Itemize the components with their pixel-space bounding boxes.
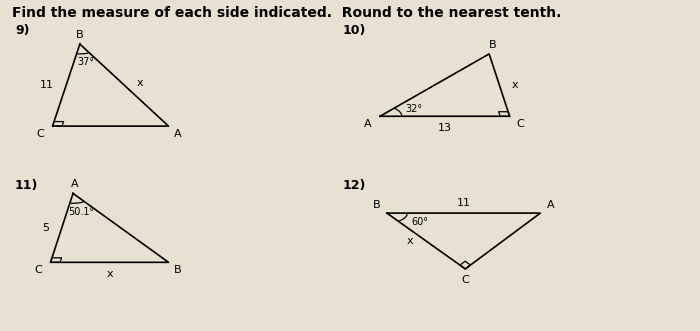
Text: 10): 10): [342, 24, 366, 37]
Text: 5: 5: [43, 223, 50, 233]
Text: A: A: [174, 129, 181, 139]
Text: 13: 13: [438, 123, 452, 133]
Text: B: B: [174, 265, 181, 275]
Text: C: C: [36, 129, 44, 139]
Text: C: C: [517, 119, 524, 129]
Text: 11: 11: [456, 198, 470, 208]
Text: 32°: 32°: [405, 104, 422, 114]
Text: A: A: [547, 201, 555, 211]
Text: 60°: 60°: [412, 216, 429, 227]
Text: x: x: [106, 269, 113, 279]
Text: Find the measure of each side indicated.  Round to the nearest tenth.: Find the measure of each side indicated.…: [12, 6, 561, 20]
Text: 11: 11: [40, 80, 54, 90]
Text: 9): 9): [15, 24, 29, 37]
Text: x: x: [512, 80, 518, 90]
Text: B: B: [489, 40, 496, 50]
Text: B: B: [372, 201, 380, 211]
Text: A: A: [364, 119, 372, 129]
Text: x: x: [407, 236, 414, 246]
Text: C: C: [34, 265, 42, 275]
Text: 12): 12): [342, 179, 366, 192]
Text: 11): 11): [15, 179, 38, 192]
Text: C: C: [461, 275, 469, 285]
Text: B: B: [76, 30, 84, 40]
Text: A: A: [71, 179, 79, 189]
Text: x: x: [136, 78, 143, 88]
Text: 50.1°: 50.1°: [69, 207, 95, 217]
Text: 37°: 37°: [77, 57, 94, 67]
